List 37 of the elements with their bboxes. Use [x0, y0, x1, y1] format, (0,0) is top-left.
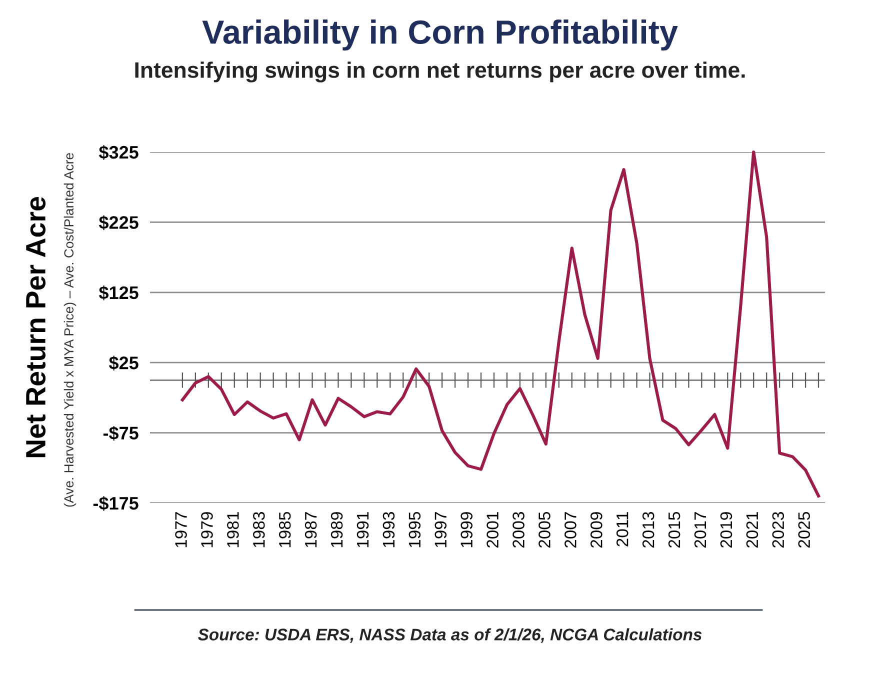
x-tick-label: 1989 — [330, 512, 343, 548]
x-tick-label: 2001 — [486, 512, 498, 548]
x-tick-label: 2007 — [564, 512, 576, 548]
chart-subtitle: Intensifying swings in corn net returns per acre over time. — [135, 62, 745, 82]
x-tick-label: 2003 — [512, 512, 524, 548]
y-tick-label: -$75 — [103, 426, 138, 441]
x-tick-label: 2009 — [590, 512, 602, 548]
x-tick-label: 2025 — [798, 512, 810, 548]
x-tick-label: 1993 — [382, 512, 395, 548]
y-tick-label: $325 — [98, 145, 138, 160]
source-note: Source: USDA ERS, NASS Data as of 2/1/26, NCGA Calculations — [198, 628, 702, 643]
x-tick-label: 2017 — [694, 512, 706, 548]
x-tick-label: 1983 — [253, 512, 265, 548]
y-tick-label: -$175 — [93, 496, 138, 511]
x-tick-label: 2013 — [642, 512, 654, 548]
x-tick-label: 1979 — [201, 512, 213, 548]
x-tick-label: 1999 — [460, 512, 473, 548]
x-tick-label: 1991 — [356, 512, 369, 548]
line-series — [180, 150, 820, 498]
x-tick-label: 1981 — [227, 512, 239, 548]
y-tick-label: $125 — [98, 286, 138, 300]
x-tick-label: 2011 — [616, 512, 628, 546]
x-tick-label: 1985 — [278, 512, 291, 548]
x-tick-label: 2015 — [668, 512, 680, 548]
x-tick-label: 2019 — [720, 512, 732, 548]
y-tick-label: $25 — [109, 356, 138, 370]
x-tick-label: 1995 — [408, 512, 421, 548]
text: (Ave. Harvested Yield x MYA Price) – Ave. Cost/Planted Acre — [64, 153, 76, 507]
chart-title: Variability in Corn Profitability — [202, 19, 678, 51]
x-tick-label: 1987 — [304, 512, 317, 548]
x-tick-label: 2021 — [746, 512, 758, 548]
x-tick-label: 1977 — [175, 512, 187, 548]
x-tick-label: 2005 — [538, 512, 550, 548]
x-tick-label: 1997 — [434, 512, 447, 548]
x-tick-label: 2023 — [772, 512, 784, 548]
y-tick-label: $225 — [98, 215, 138, 230]
y-axis-title: Net Return Per Acre — [26, 196, 46, 458]
